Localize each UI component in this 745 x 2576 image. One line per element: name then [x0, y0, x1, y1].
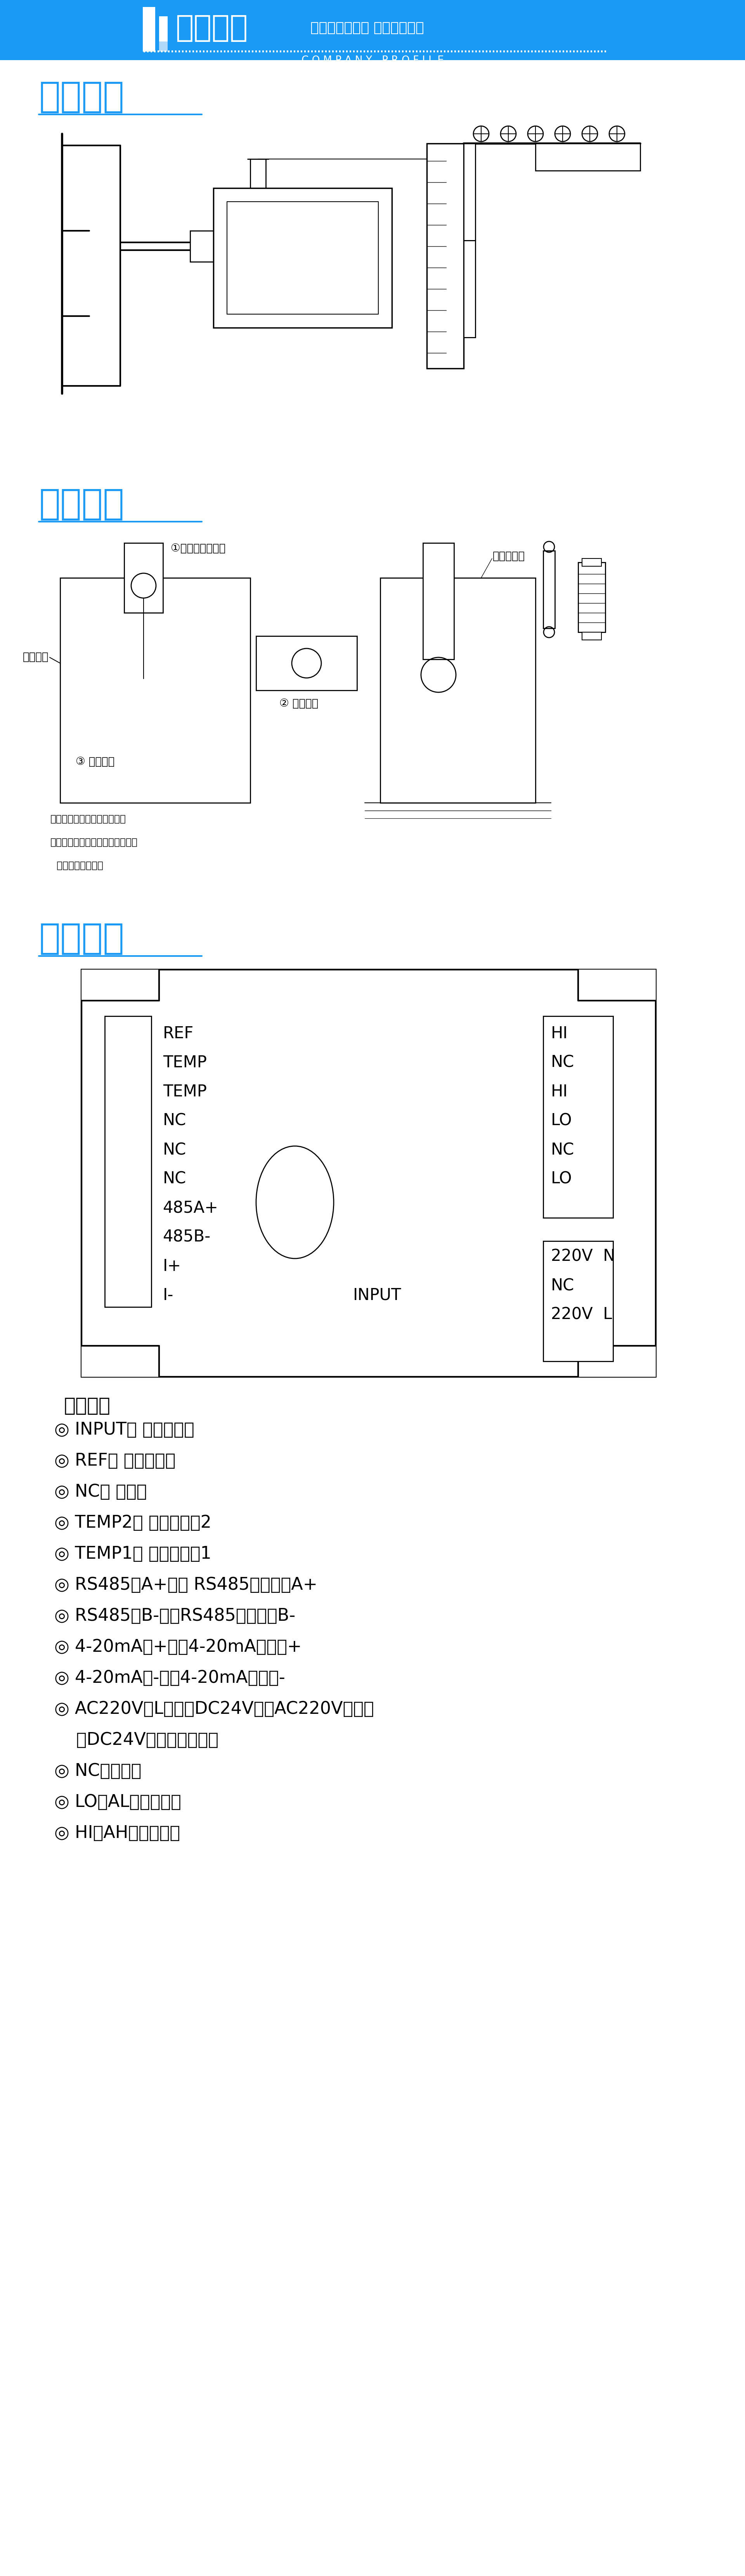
Text: ①顶部插流式安装: ①顶部插流式安装 — [171, 544, 226, 554]
Text: NC: NC — [163, 1113, 186, 1128]
Bar — [543, 551, 555, 629]
Text: ＊检口一定要关严，以免滋污: ＊检口一定要关严，以免滋污 — [51, 814, 126, 824]
Bar — [578, 1345, 656, 1376]
Text: 要与流体流向一致: 要与流体流向一致 — [51, 860, 104, 871]
Bar — [81, 969, 656, 1376]
Text: REF: REF — [163, 1025, 194, 1041]
Text: I-: I- — [163, 1288, 174, 1303]
Bar — [427, 144, 463, 368]
Text: NC: NC — [551, 1054, 574, 1072]
Text: ◎ RS485（A+）： RS485通讯接口A+: ◎ RS485（A+）： RS485通讯接口A+ — [54, 1577, 317, 1592]
Text: ◎ NC：未定义: ◎ NC：未定义 — [54, 1762, 142, 1780]
Bar — [143, 8, 155, 52]
Text: NC: NC — [163, 1172, 186, 1188]
Text: LO: LO — [551, 1172, 572, 1188]
Text: ◎ AC220V（L）或（DC24V）：AC220V火线或: ◎ AC220V（L）或（DC24V）：AC220V火线或 — [54, 1700, 374, 1718]
Text: 485A+: 485A+ — [163, 1200, 218, 1216]
Bar — [423, 544, 454, 659]
Text: 220V  N: 220V N — [551, 1249, 615, 1265]
Bar — [582, 631, 601, 639]
Bar — [463, 144, 475, 240]
Bar — [463, 240, 475, 337]
Text: ◎ 4-20mA（+）：4-20mA输出端+: ◎ 4-20mA（+）：4-20mA输出端+ — [54, 1638, 302, 1656]
Text: ◎ LO（AL）：低报警: ◎ LO（AL）：低报警 — [54, 1793, 181, 1811]
Bar — [543, 1242, 613, 1360]
Text: 485B-: 485B- — [163, 1229, 211, 1244]
Text: 220V  L: 220V L — [551, 1306, 612, 1324]
Text: ◎ TEMP1： 温度补偿端1: ◎ TEMP1： 温度补偿端1 — [54, 1546, 212, 1561]
Text: HI: HI — [551, 1025, 568, 1041]
Bar — [380, 577, 536, 804]
Text: ◎ 4-20mA（-）：4-20mA输出端-: ◎ 4-20mA（-）：4-20mA输出端- — [54, 1669, 285, 1687]
Text: 安装方法: 安装方法 — [175, 13, 248, 44]
Text: LO: LO — [551, 1113, 572, 1128]
Bar — [578, 969, 656, 999]
Text: ＊安装应考虑流体流向，电极方向: ＊安装应考虑流体流向，电极方向 — [51, 837, 138, 848]
Bar — [190, 232, 213, 263]
Text: 连接线路: 连接线路 — [39, 922, 124, 956]
Text: TEMP: TEMP — [163, 1054, 207, 1072]
Text: NC: NC — [551, 1278, 574, 1293]
Text: ◎ REF： 电极参比端: ◎ REF： 电极参比端 — [54, 1453, 176, 1468]
Text: NC: NC — [551, 1141, 574, 1159]
Text: ◎ HI（AH）：高报警: ◎ HI（AH）：高报警 — [54, 1824, 180, 1842]
Text: C O M P A N Y   P R O F I L E: C O M P A N Y P R O F I L E — [301, 57, 444, 64]
Text: HI: HI — [551, 1084, 568, 1100]
Text: ◎ RS485（B-）：RS485通讯接口B-: ◎ RS485（B-）：RS485通讯接口B- — [54, 1607, 295, 1625]
Text: 《多年行业经验 您值得信赖》: 《多年行业经验 您值得信赖》 — [311, 21, 424, 33]
Bar — [227, 201, 378, 314]
Text: 侧壁安装: 侧壁安装 — [22, 652, 48, 662]
Bar — [159, 15, 168, 41]
Bar — [582, 559, 601, 567]
Bar — [0, 0, 745, 59]
Bar — [536, 144, 640, 170]
Bar — [578, 562, 605, 631]
Bar — [159, 15, 168, 52]
Text: ◎ NC： 未定义: ◎ NC： 未定义 — [54, 1484, 147, 1499]
Bar — [81, 969, 159, 999]
Text: ③ 管道安装: ③ 管道安装 — [76, 757, 115, 768]
Bar — [256, 636, 357, 690]
Text: 安装电极: 安装电极 — [39, 487, 124, 520]
Text: 安装主机: 安装主机 — [39, 80, 124, 113]
Text: ② 管道安装: ② 管道安装 — [279, 698, 318, 708]
Text: 端口定义: 端口定义 — [64, 1396, 110, 1414]
Bar — [543, 1015, 613, 1218]
Bar — [213, 188, 392, 327]
Text: INPUT: INPUT — [353, 1288, 402, 1303]
Text: ◎ INPUT： 电极测量端: ◎ INPUT： 电极测量端 — [54, 1422, 194, 1437]
Bar — [105, 1015, 151, 1306]
Text: 沉入式安装: 沉入式安装 — [492, 551, 525, 562]
Bar — [60, 577, 250, 804]
Text: I+: I+ — [163, 1257, 181, 1275]
Text: NC: NC — [163, 1141, 186, 1159]
Bar — [81, 1345, 159, 1376]
Text: ◎ TEMP2： 温度补偿端2: ◎ TEMP2： 温度补偿端2 — [54, 1515, 212, 1530]
Text: （DC24V负极特殊型号）: （DC24V负极特殊型号） — [54, 1731, 218, 1749]
Bar — [124, 544, 163, 613]
Text: TEMP: TEMP — [163, 1084, 207, 1100]
